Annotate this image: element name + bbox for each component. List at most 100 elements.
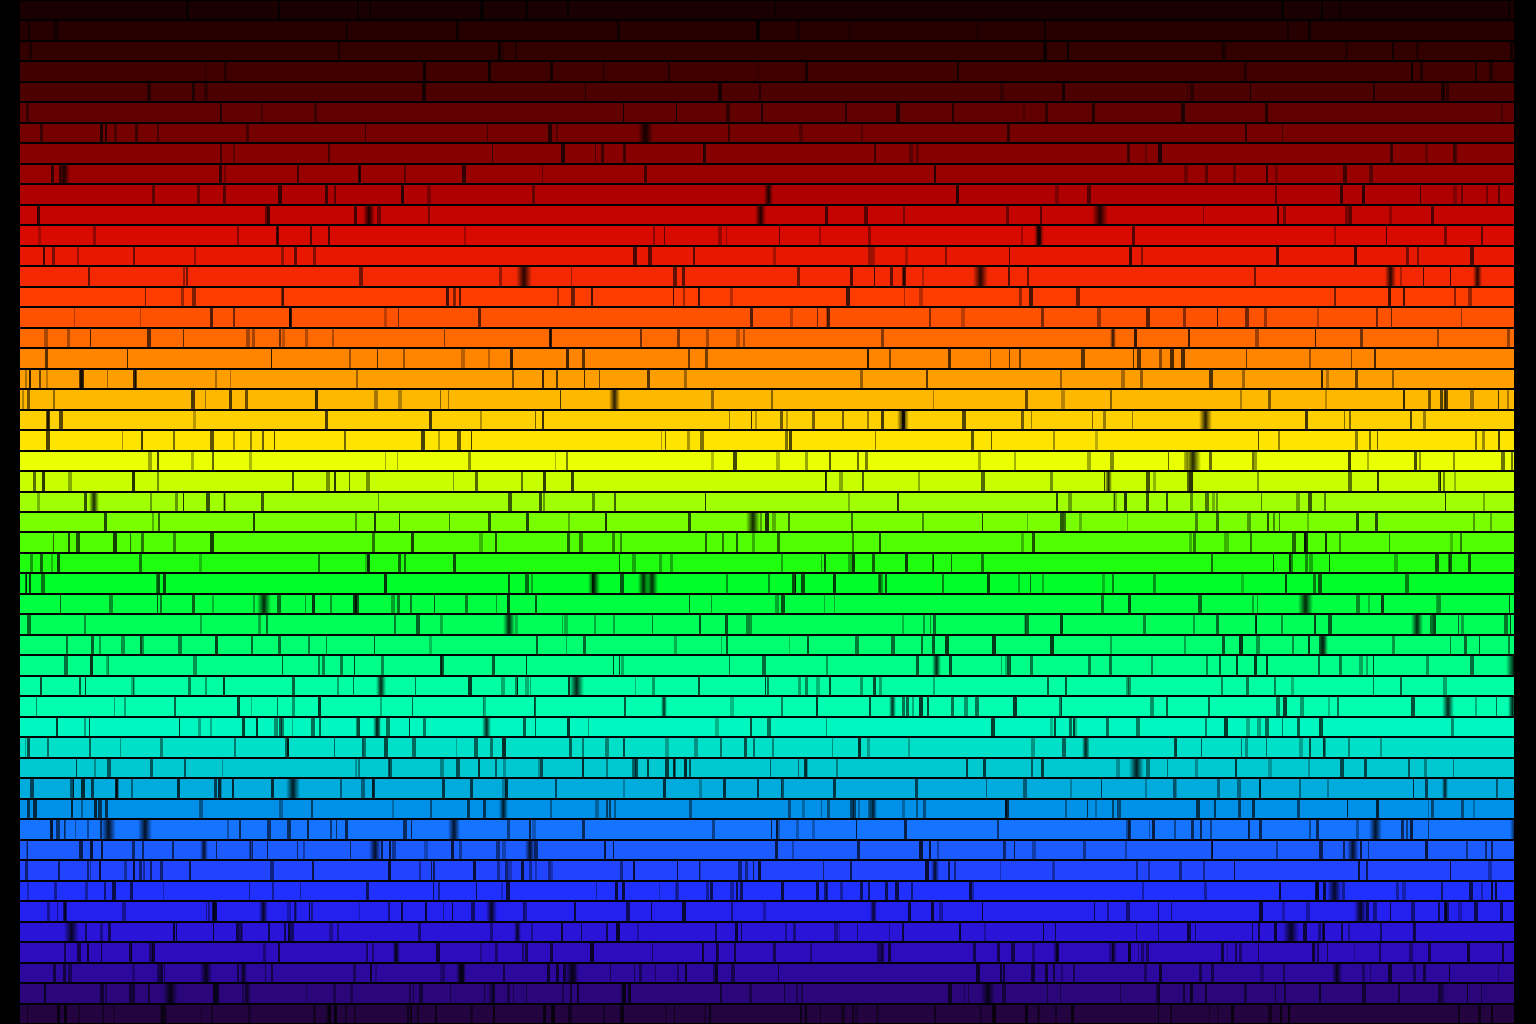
absorption-line xyxy=(1482,492,1485,511)
absorption-line xyxy=(270,349,273,368)
absorption-line xyxy=(1200,738,1203,757)
absorption-line xyxy=(1467,287,1472,307)
absorption-line xyxy=(78,840,83,860)
absorption-line xyxy=(1406,820,1408,839)
absorption-line xyxy=(705,533,708,552)
absorption-line xyxy=(1327,881,1343,901)
absorption-line xyxy=(719,984,722,1003)
absorption-line xyxy=(906,697,910,716)
absorption-line xyxy=(1410,615,1424,634)
absorption-line xyxy=(1374,513,1379,532)
absorption-line xyxy=(560,390,562,409)
absorption-line xyxy=(1333,287,1336,307)
absorption-line xyxy=(398,553,401,573)
absorption-line xyxy=(306,984,308,1003)
absorption-line xyxy=(1054,185,1059,204)
absorption-line xyxy=(412,697,414,716)
absorption-line xyxy=(833,594,835,614)
absorption-line xyxy=(1150,656,1153,675)
absorption-line xyxy=(903,205,905,225)
absorption-line xyxy=(1052,963,1056,983)
absorption-line xyxy=(735,328,740,348)
absorption-line xyxy=(29,369,32,389)
absorption-line xyxy=(1243,62,1247,81)
absorption-line xyxy=(632,861,635,880)
absorption-line xyxy=(839,472,843,491)
absorption-line xyxy=(258,902,268,921)
absorption-line xyxy=(488,62,491,81)
absorption-line xyxy=(939,902,943,921)
absorption-line xyxy=(516,267,532,286)
absorption-line xyxy=(991,635,996,655)
absorption-line xyxy=(694,738,698,757)
absorption-line xyxy=(83,717,86,737)
absorption-line xyxy=(1266,738,1268,757)
absorption-line xyxy=(233,144,236,163)
absorption-line xyxy=(825,717,828,737)
absorption-line xyxy=(628,984,632,1003)
absorption-line xyxy=(458,287,461,307)
absorption-line xyxy=(1166,758,1168,778)
absorption-line xyxy=(356,1,359,20)
absorption-line xyxy=(885,574,888,593)
absorption-line xyxy=(839,881,843,901)
absorption-line xyxy=(452,553,456,573)
absorption-line xyxy=(889,349,892,368)
absorption-line xyxy=(1497,963,1499,983)
absorption-line xyxy=(443,902,445,921)
absorption-line xyxy=(232,779,234,798)
absorption-line xyxy=(857,738,861,757)
absorption-line xyxy=(1025,615,1030,634)
absorption-line xyxy=(124,861,127,880)
absorption-line xyxy=(832,779,836,798)
absorption-line xyxy=(27,1004,29,1023)
absorption-line xyxy=(1070,779,1073,798)
absorption-line xyxy=(1092,103,1095,122)
absorption-line xyxy=(83,492,87,511)
absorption-line xyxy=(872,676,876,696)
absorption-line xyxy=(288,922,291,942)
absorption-line xyxy=(785,431,789,450)
absorption-line xyxy=(711,451,715,471)
absorption-line xyxy=(433,594,436,614)
absorption-line xyxy=(1400,820,1404,839)
absorption-line xyxy=(1081,349,1085,368)
absorption-line xyxy=(162,881,165,901)
absorption-line xyxy=(907,738,911,757)
absorption-line xyxy=(683,287,686,307)
absorption-line xyxy=(368,840,381,860)
absorption-line xyxy=(28,21,30,40)
absorption-line xyxy=(367,553,371,573)
absorption-line xyxy=(437,881,441,901)
absorption-line xyxy=(1275,246,1279,266)
absorption-line xyxy=(1373,349,1376,368)
absorption-line xyxy=(1297,594,1313,614)
absorption-line xyxy=(469,779,474,798)
absorption-line xyxy=(328,226,331,245)
absorption-line xyxy=(233,738,237,757)
absorption-line xyxy=(1443,390,1448,409)
absorption-line xyxy=(902,799,905,819)
absorption-line xyxy=(716,943,719,962)
absorption-line xyxy=(1441,984,1445,1003)
absorption-line xyxy=(788,431,792,450)
absorption-line xyxy=(1289,553,1291,573)
absorption-line xyxy=(816,308,818,327)
absorption-line xyxy=(1304,533,1308,552)
absorption-line xyxy=(215,840,218,860)
absorption-line xyxy=(1182,308,1187,327)
absorption-line xyxy=(1452,451,1455,471)
absorption-line xyxy=(698,861,701,880)
absorption-line xyxy=(803,574,806,593)
absorption-line xyxy=(1153,472,1157,491)
absorption-line xyxy=(505,779,508,798)
absorption-line xyxy=(130,881,134,901)
absorption-line xyxy=(1305,902,1310,921)
absorption-line xyxy=(76,533,81,552)
absorption-line xyxy=(806,758,808,778)
absorption-line xyxy=(311,861,314,880)
absorption-line xyxy=(565,451,569,471)
absorption-line xyxy=(442,963,445,983)
absorption-line xyxy=(1276,840,1279,860)
absorption-line xyxy=(1264,103,1268,122)
